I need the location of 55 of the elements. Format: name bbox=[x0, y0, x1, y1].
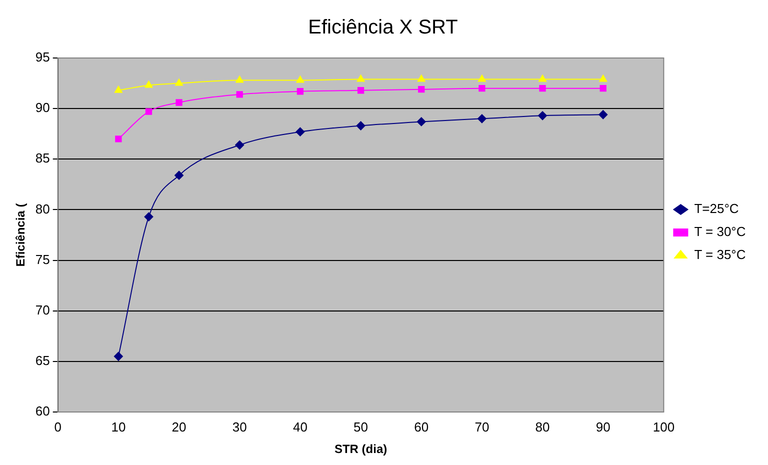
y-axis-title: Eficiência ( bbox=[14, 203, 28, 267]
x-tick-label: 90 bbox=[596, 419, 610, 434]
point bbox=[356, 121, 366, 130]
point bbox=[144, 80, 153, 88]
point bbox=[416, 117, 426, 126]
point bbox=[296, 88, 304, 95]
legend-label: T = 30°C bbox=[694, 224, 746, 240]
y-tick-label: 65 bbox=[35, 353, 50, 368]
legend-label: T=25°C bbox=[694, 201, 739, 216]
point bbox=[600, 85, 606, 92]
x-tick-label: 80 bbox=[535, 419, 550, 434]
point bbox=[174, 170, 184, 180]
point bbox=[296, 76, 304, 83]
point bbox=[599, 74, 608, 82]
legend-label: T = 35°C bbox=[694, 247, 746, 262]
point bbox=[356, 74, 365, 82]
point bbox=[115, 136, 122, 142]
x-tick-label: 60 bbox=[414, 419, 429, 434]
point bbox=[357, 87, 364, 94]
point bbox=[144, 212, 154, 222]
chart-title: Eficiência X SRT bbox=[308, 16, 458, 39]
x-tick-label: 10 bbox=[111, 419, 126, 434]
point bbox=[478, 74, 486, 82]
y-tick-label: 60 bbox=[35, 404, 50, 419]
point bbox=[477, 114, 486, 124]
point bbox=[175, 78, 183, 86]
x-axis-title: STR (dia) bbox=[334, 442, 388, 456]
y-tick-label: 75 bbox=[35, 252, 50, 267]
point bbox=[114, 352, 123, 361]
point bbox=[114, 86, 122, 93]
point bbox=[478, 85, 486, 92]
y-tick-label: 70 bbox=[35, 302, 50, 318]
x-tick-label: 100 bbox=[652, 419, 675, 434]
point bbox=[236, 76, 244, 83]
point bbox=[145, 108, 152, 115]
y-tick-label: 95 bbox=[35, 50, 50, 65]
point bbox=[236, 91, 243, 98]
y-tick-label: 85 bbox=[35, 150, 50, 166]
x-tick-label: 40 bbox=[292, 419, 308, 434]
x-tick-label: 0 bbox=[54, 419, 62, 434]
x-tick-label: 30 bbox=[232, 419, 247, 434]
point bbox=[538, 74, 546, 82]
x-tick-label: 20 bbox=[172, 419, 186, 434]
point bbox=[598, 110, 608, 120]
y-tick-label: 90 bbox=[35, 100, 50, 116]
point bbox=[235, 140, 244, 150]
point bbox=[296, 127, 305, 136]
point bbox=[418, 86, 425, 93]
x-tick-label: 50 bbox=[354, 419, 368, 434]
point bbox=[176, 99, 182, 106]
point bbox=[538, 111, 548, 120]
x-tick-label: 70 bbox=[474, 419, 490, 434]
point bbox=[417, 74, 426, 82]
point bbox=[539, 85, 546, 92]
y-tick-label: 80 bbox=[35, 201, 50, 216]
